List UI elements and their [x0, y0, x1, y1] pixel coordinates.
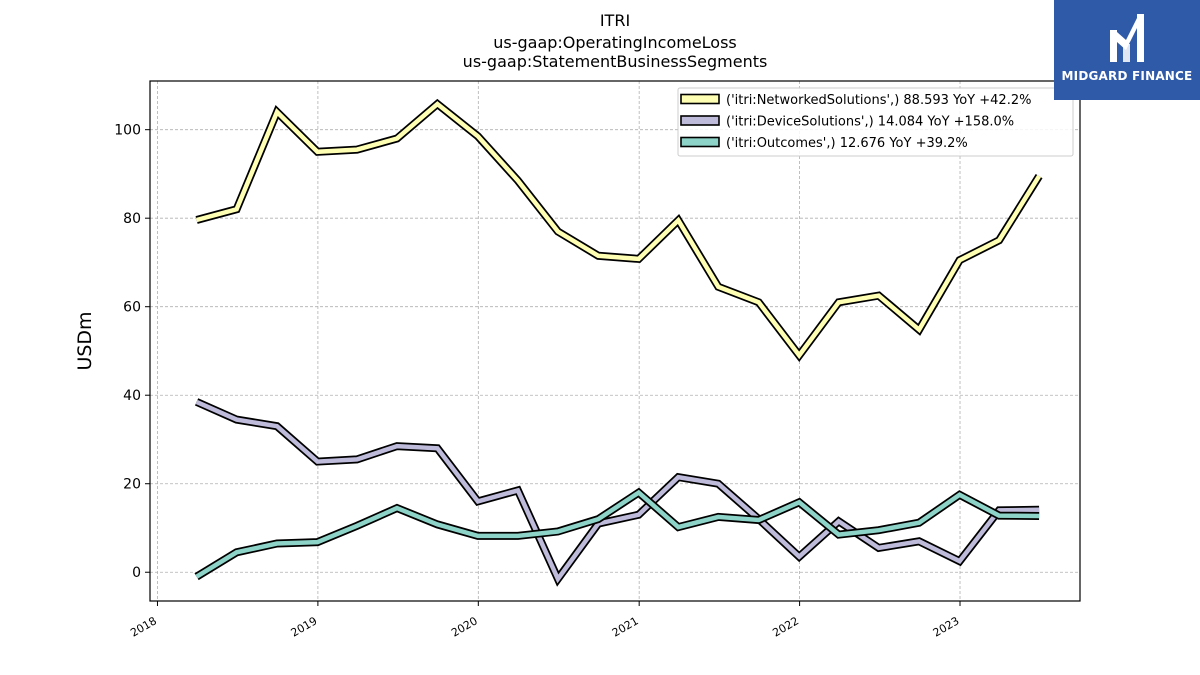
chart-subtitle-line-2: us-gaap:StatementBusinessSegments — [463, 52, 768, 71]
plot-frame — [149, 80, 1081, 602]
brand-logo: MIDGARD FINANCE — [1054, 0, 1200, 100]
chart-subtitle-line-1: us-gaap:OperatingIncomeLoss — [493, 33, 737, 52]
midgard-logo-icon — [1110, 14, 1144, 62]
y-tick-label: 60 — [123, 300, 141, 316]
y-axis-label: USDm — [74, 311, 96, 370]
legend: ('itri:NetworkedSolutions',) 88.593 YoY … — [677, 87, 1074, 157]
legend-label: ('itri:NetworkedSolutions',) 88.593 YoY … — [726, 93, 1031, 108]
legend-item: ('itri:Outcomes',) 12.676 YoY +39.2% — [680, 136, 968, 151]
legend-item: ('itri:NetworkedSolutions',) 88.593 YoY … — [680, 93, 1031, 108]
series-line-1 — [195, 399, 1040, 584]
y-tick-label: 40 — [123, 388, 141, 404]
x-tick-label: 2018 — [128, 614, 159, 639]
legend-label: ('itri:DeviceSolutions',) 14.084 YoY +15… — [726, 115, 1014, 130]
y-tick-label: 100 — [114, 123, 141, 139]
x-tick-label: 2019 — [289, 614, 320, 639]
y-axis-ticks: 0 20 40 60 80 100 — [114, 123, 150, 581]
legend-label: ('itri:Outcomes',) 12.676 YoY +39.2% — [726, 136, 968, 151]
x-axis-ticks: 2018 2019 2020 2021 2022 2023 — [128, 601, 962, 640]
legend-swatch — [680, 136, 720, 148]
grid — [150, 81, 1080, 601]
series-line-outline-1 — [194, 398, 1040, 587]
y-tick-label: 0 — [132, 565, 141, 581]
legend-item: ('itri:DeviceSolutions',) 14.084 YoY +15… — [680, 115, 1014, 130]
series-lines — [194, 98, 1043, 587]
legend-swatch — [680, 115, 720, 126]
x-tick-label: 2022 — [770, 614, 801, 639]
series-line-0 — [196, 101, 1042, 360]
x-tick-label: 2023 — [931, 614, 962, 639]
legend-swatch — [680, 93, 720, 105]
y-tick-label: 80 — [123, 211, 141, 227]
x-tick-label: 2021 — [610, 614, 641, 639]
y-tick-label: 20 — [123, 477, 141, 493]
brand-name: MIDGARD FINANCE — [1061, 69, 1193, 83]
chart-title: ITRI — [600, 11, 630, 30]
x-tick-label: 2020 — [449, 614, 480, 639]
legend-box — [677, 87, 1074, 157]
series-line-2 — [195, 489, 1040, 579]
